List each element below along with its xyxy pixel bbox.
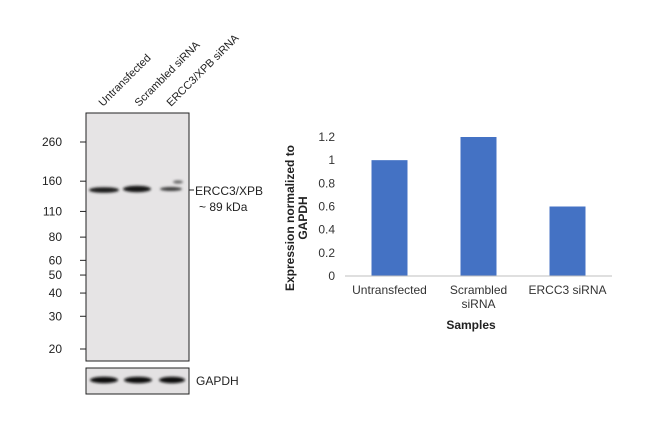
y-axis-label-line2: GAPDH [296, 196, 310, 239]
y-tick-label: 0.2 [318, 246, 335, 260]
marker-label: 60 [49, 253, 63, 267]
bar [460, 137, 497, 276]
target-label-size: ~ 89 kDa [199, 200, 248, 214]
gapdh-bands [90, 376, 185, 384]
x-tick-label: ERCC3 siRNA [528, 283, 606, 297]
bar-chart: 0 0.2 0.4 0.6 0.8 1 1.2 Untransfected Scrambled… [283, 130, 612, 332]
bar [549, 206, 586, 276]
marker-label: 80 [49, 230, 63, 244]
bar [371, 160, 408, 276]
y-axis: 0 0.2 0.4 0.6 0.8 1 1.2 [318, 130, 335, 283]
marker-label: 160 [42, 174, 62, 188]
y-tick-label: 0.4 [318, 223, 335, 237]
marker-label: 30 [49, 309, 63, 323]
ercc3-band-untransfected [89, 187, 119, 193]
x-axis-label: Samples [446, 318, 496, 332]
ercc3-band-ercc3-sirna [160, 187, 182, 191]
gapdh-band-ercc3-sirna [159, 376, 185, 384]
y-axis-label-line1: Expression normalized to [283, 145, 297, 291]
x-tick-label: Untransfected [352, 283, 427, 297]
target-label-name: ERCC3/XPB [195, 184, 263, 198]
lane-labels: Untransfected Scrambled siRNA ERCC3/XPB … [97, 32, 242, 109]
y-tick-label: 0.6 [318, 200, 335, 214]
marker-label: 20 [49, 342, 63, 356]
ercc3-band-scrambled [123, 185, 151, 193]
x-tick-label: siRNA [461, 297, 495, 311]
loading-control-label: GAPDH [196, 374, 239, 388]
gapdh-band-untransfected [90, 376, 118, 384]
bars [371, 137, 586, 276]
blot-membrane [85, 112, 190, 362]
marker-label: 50 [49, 268, 63, 282]
x-tick-label: Scrambled [450, 283, 507, 297]
marker-label: 110 [43, 204, 62, 218]
y-tick-label: 1.2 [318, 130, 335, 144]
y-tick-label: 0.8 [318, 176, 335, 190]
western-blot: Untransfected Scrambled siRNA ERCC3/XPB … [42, 32, 263, 395]
faint-band-ercc3-sirna [173, 180, 183, 184]
marker-label: 260 [42, 135, 62, 149]
y-tick-label: 0 [328, 269, 335, 283]
marker-label: 40 [49, 286, 63, 300]
gapdh-band-scrambled [124, 376, 152, 384]
y-tick-label: 1 [328, 153, 335, 167]
ercc3-bands [89, 180, 183, 193]
